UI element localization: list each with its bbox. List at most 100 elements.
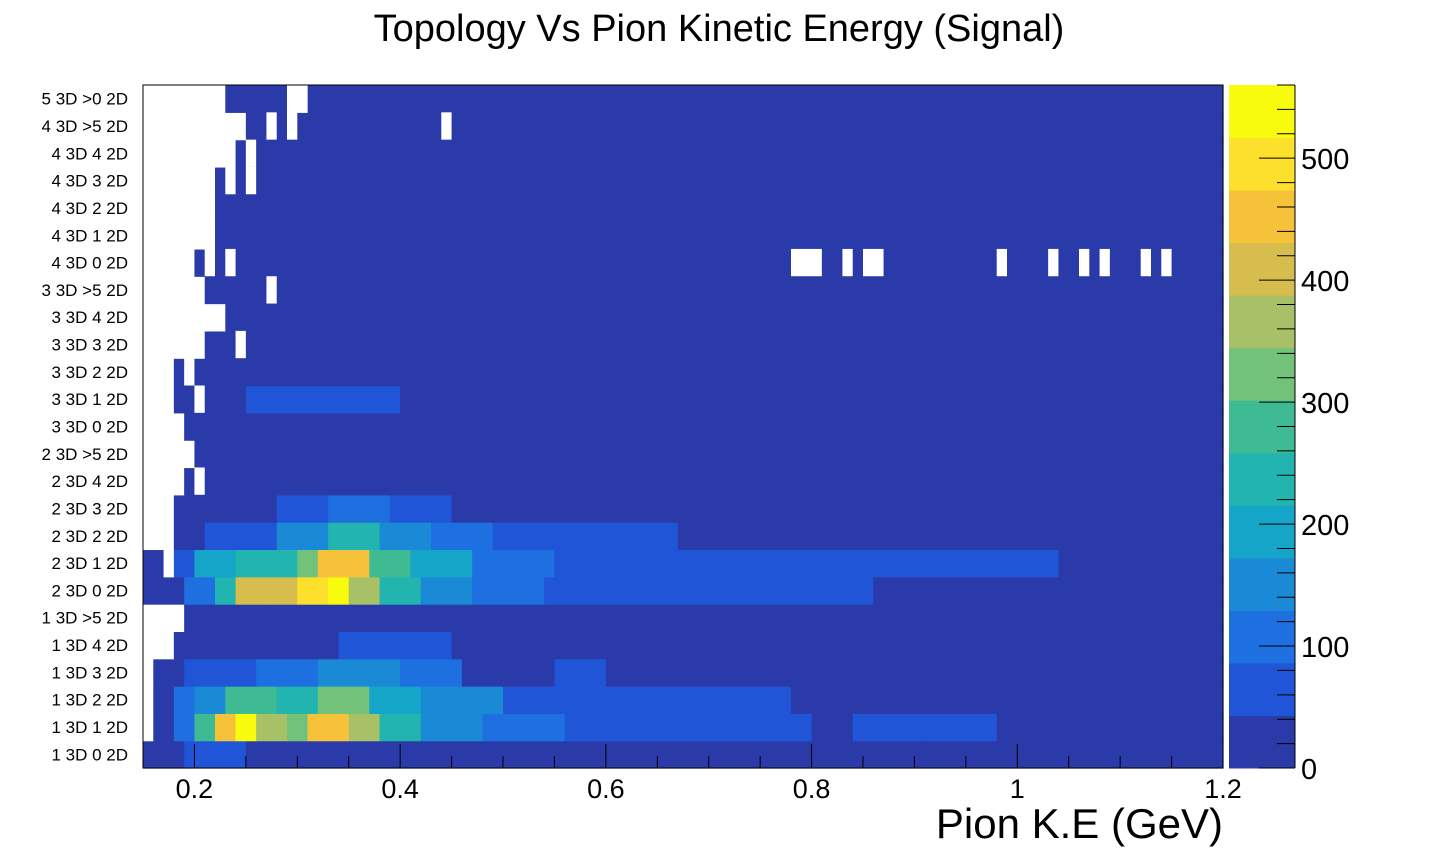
heatmap-cell — [143, 522, 175, 551]
heatmap-cell — [348, 740, 412, 769]
heatmap-cell — [143, 631, 175, 660]
heatmap-cell — [163, 549, 175, 578]
heatmap-cell — [143, 440, 196, 469]
heatmap-cell — [143, 467, 185, 496]
y-category-label: 3 3D 4 2D — [51, 308, 128, 327]
heatmap-cell — [173, 385, 247, 414]
heatmap-cell — [893, 276, 905, 304]
y-category-label: 2 3D 4 2D — [51, 472, 128, 491]
heatmap-cell — [317, 658, 401, 687]
heatmap-cell — [338, 631, 453, 660]
heatmap-cell — [770, 522, 1101, 551]
y-category-label: 2 3D 1 2D — [51, 554, 128, 573]
y-category-label: 1 3D 4 2D — [51, 636, 128, 655]
heatmap-cell — [400, 385, 473, 414]
heatmap-cell — [554, 549, 782, 578]
heatmap-cell — [143, 658, 154, 687]
heatmap-empty-cell — [1140, 248, 1151, 277]
heatmap-cell — [1017, 467, 1224, 496]
heatmap-cell — [564, 713, 813, 742]
heatmap-cell — [616, 330, 627, 359]
heatmap-cell — [276, 494, 329, 523]
color-scale — [1229, 85, 1295, 769]
heatmap-cell — [461, 658, 556, 687]
heatmap-cell — [235, 412, 268, 441]
heatmap-cell — [215, 194, 1224, 223]
heatmap-cell — [143, 713, 154, 742]
heatmap-cell — [472, 576, 545, 605]
heatmap-cell — [297, 467, 432, 496]
y-category-label: 1 3D 2 2D — [51, 691, 128, 710]
heatmap-cell — [194, 686, 226, 714]
color-scale-axis: 0 100 200 300 400 500 — [1259, 84, 1349, 786]
y-category-label: 3 3D 2 2D — [51, 363, 128, 382]
chart-title: Topology Vs Pion Kinetic Energy (Signal) — [373, 8, 1065, 50]
heatmap-empty-cell — [287, 85, 308, 113]
heatmap-cell — [492, 522, 679, 551]
heatmap-cell — [173, 549, 196, 578]
y-category-label: 3 3D >5 2D — [42, 281, 128, 300]
heatmap-bins — [143, 85, 1224, 769]
color-scale-swatch — [1229, 662, 1295, 716]
x-tick-label: 0.6 — [587, 774, 625, 804]
y-category-label: 4 3D >5 2D — [42, 117, 128, 136]
y-category-label: 4 3D 2 2D — [51, 199, 128, 218]
heatmap-cell — [1058, 549, 1224, 578]
heatmap-cell — [420, 576, 473, 605]
heatmap-cell — [544, 576, 874, 605]
heatmap-cell — [215, 166, 1224, 195]
heatmap-cell — [1017, 494, 1224, 523]
heatmap-cell — [328, 576, 350, 605]
heatmap-cell — [1140, 85, 1162, 113]
heatmap-cell — [143, 139, 237, 168]
heatmap-cell — [184, 604, 309, 632]
heatmap-cell — [143, 221, 216, 250]
x-tick-label: 0.2 — [176, 774, 214, 804]
heatmap-cell — [204, 330, 319, 359]
heatmap-cell — [143, 740, 185, 769]
heatmap-cell — [472, 385, 1224, 414]
color-scale-swatch — [1229, 295, 1295, 349]
color-scale-swatch — [1229, 85, 1295, 139]
heatmap-cell — [420, 686, 504, 714]
color-scale-tick-label: 0 — [1301, 754, 1317, 786]
y-category-label: 4 3D 1 2D — [51, 226, 128, 245]
heatmap-cell — [143, 604, 185, 632]
heatmap-cell — [317, 549, 370, 578]
heatmap-cell — [317, 330, 391, 359]
color-scale-tick-label: 500 — [1301, 144, 1349, 176]
heatmap-empty-cell — [266, 276, 277, 304]
heatmap-cell — [379, 522, 432, 551]
y-category-label: 1 3D 3 2D — [51, 663, 128, 682]
heatmap-cell — [348, 576, 381, 605]
x-tick-label: 0.8 — [793, 774, 831, 804]
x-tick-label: 1.2 — [1204, 774, 1242, 804]
heatmap-cell — [307, 604, 432, 632]
heatmap-cell — [143, 194, 216, 223]
heatmap-cell — [194, 713, 216, 742]
heatmap-cell — [554, 658, 607, 687]
heatmap-empty-cell — [996, 248, 1007, 277]
heatmap-cell — [338, 385, 401, 414]
heatmap-cell — [297, 576, 329, 605]
heatmap-cell — [605, 658, 1224, 687]
heatmap-empty-cell — [863, 248, 884, 277]
heatmap-cell — [379, 713, 422, 742]
heatmap-empty-cell — [1048, 248, 1059, 277]
heatmap-cell — [266, 412, 288, 441]
heatmap-cell — [389, 330, 1224, 359]
heatmap-cell — [410, 549, 473, 578]
x-axis-title: Pion K.E (GeV) — [936, 800, 1223, 847]
heatmap-cell — [328, 440, 442, 469]
heatmap-cell — [996, 713, 1224, 742]
heatmap-cell — [852, 686, 1224, 714]
heatmap-cell — [657, 358, 668, 386]
y-category-label: 2 3D 2 2D — [51, 527, 128, 546]
x-tick-label: 0.4 — [381, 774, 419, 804]
y-category-label: 1 3D >5 2D — [42, 609, 128, 628]
heatmap-cell — [698, 330, 709, 359]
heatmap-cell — [143, 276, 206, 305]
heatmap-cell — [965, 85, 998, 113]
heatmap-cell — [307, 85, 916, 113]
heatmap-cell — [225, 494, 278, 523]
